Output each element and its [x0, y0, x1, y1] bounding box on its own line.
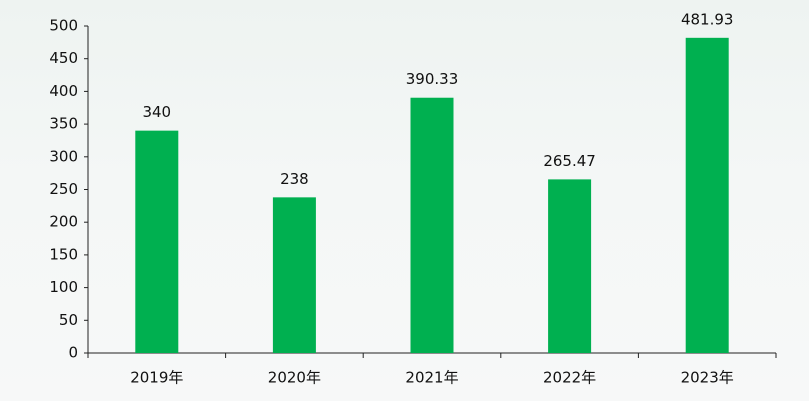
- data-label: 265.47: [543, 152, 596, 170]
- bar: [410, 97, 454, 353]
- x-tick-label: 2021年: [405, 369, 458, 387]
- y-tick-label: 300: [49, 147, 78, 165]
- y-tick-label: 400: [49, 82, 78, 100]
- data-label: 481.93: [681, 10, 734, 28]
- y-tick-label: 350: [49, 115, 78, 133]
- data-label: 238: [280, 170, 309, 188]
- y-tick-label: 150: [49, 245, 78, 263]
- y-tick-label: 0: [68, 344, 78, 362]
- y-tick-label: 450: [49, 49, 78, 67]
- bar: [685, 37, 729, 353]
- x-tick-label: 2019年: [130, 369, 183, 387]
- bar: [272, 197, 316, 353]
- bar: [548, 179, 592, 353]
- x-tick-label: 2023年: [681, 369, 734, 387]
- data-label: 340: [142, 103, 171, 121]
- y-tick-label: 200: [49, 213, 78, 231]
- y-tick-label: 500: [49, 17, 78, 35]
- y-tick-label: 50: [59, 311, 78, 329]
- bar: [135, 130, 179, 353]
- y-tick-label: 250: [49, 180, 78, 198]
- x-tick-label: 2020年: [268, 369, 321, 387]
- x-tick-label: 2022年: [543, 369, 596, 387]
- y-tick-label: 100: [49, 278, 78, 296]
- data-label: 390.33: [406, 70, 459, 88]
